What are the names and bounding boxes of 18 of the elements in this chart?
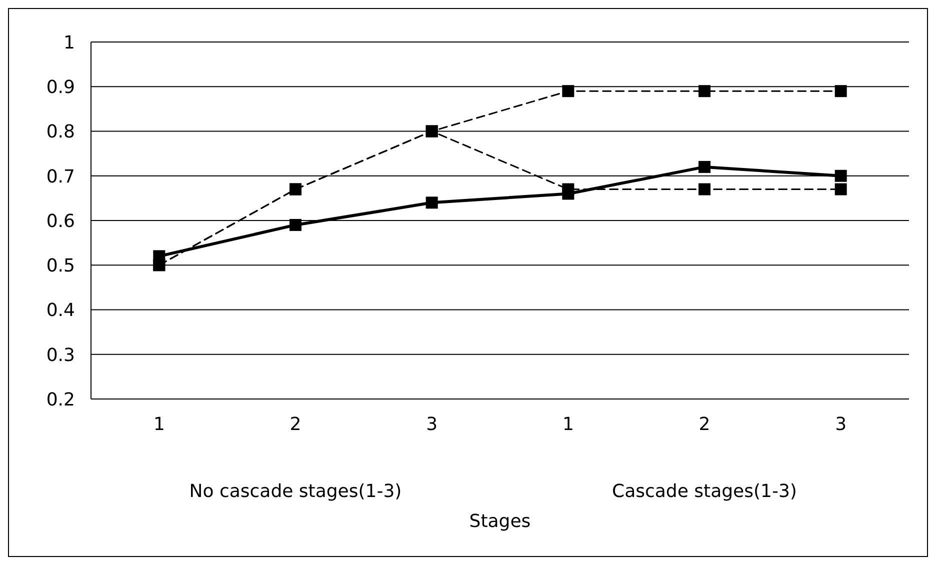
x-tick-label: 3 xyxy=(835,414,847,435)
y-tick-label: 0.7 xyxy=(46,166,75,188)
y-tick-label: 0.3 xyxy=(46,344,75,366)
x-tick-label: 3 xyxy=(426,414,438,435)
x-axis-title: Stages xyxy=(468,511,532,532)
y-tick-label: 0.9 xyxy=(46,77,75,98)
y-tick-label: 0.6 xyxy=(46,210,75,232)
y-tick-label: 0.4 xyxy=(46,300,75,322)
x-tick-label: 1 xyxy=(562,414,574,435)
text: No cascade stages(1-3) xyxy=(188,481,403,502)
y-tick-label: 0.2 xyxy=(46,389,75,410)
y-tick-label: 0.5 xyxy=(46,256,75,277)
x-tick-label: 2 xyxy=(290,414,302,435)
x-tick-label: 2 xyxy=(698,414,710,435)
y-tick-label: 1 xyxy=(64,32,75,54)
y-tick-label: 0.8 xyxy=(46,122,75,143)
x-tick-label: 1 xyxy=(153,414,165,435)
text: Cascade stages(1-3) xyxy=(611,481,798,502)
